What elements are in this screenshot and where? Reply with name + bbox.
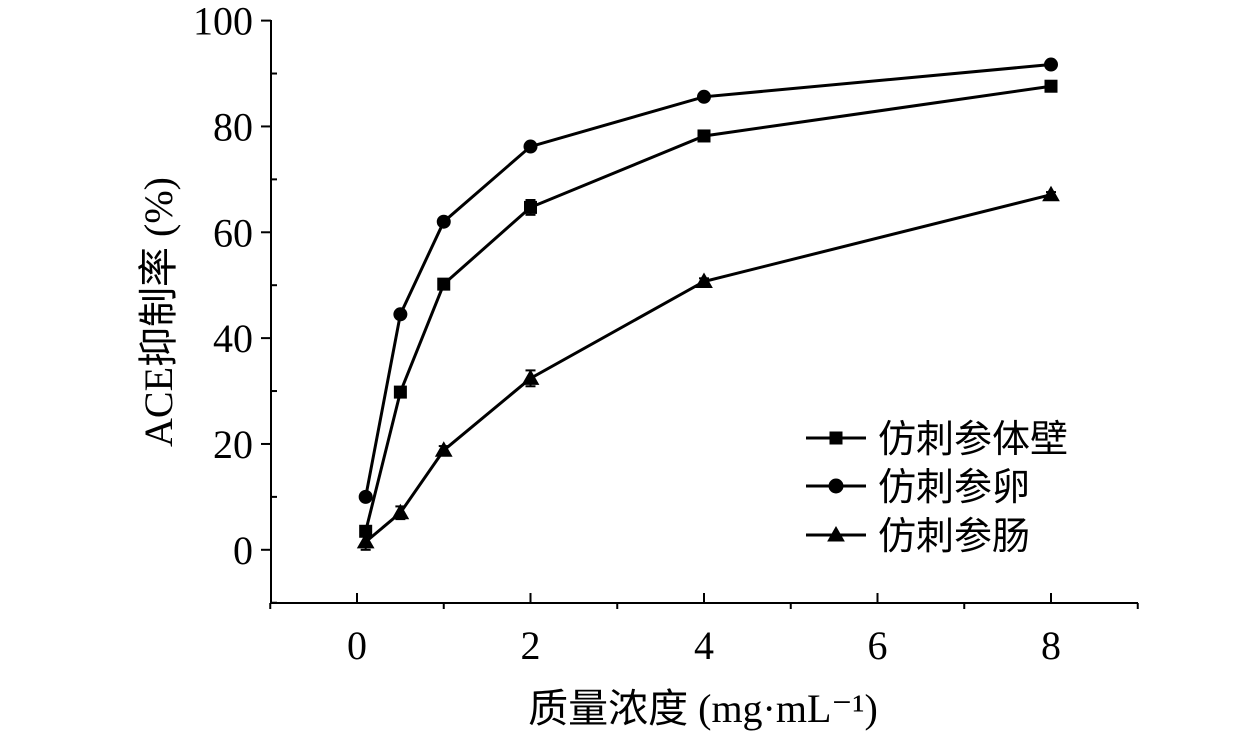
legend: 仿刺参体壁 仿刺参卵 仿刺参肠 [806,417,1068,558]
data-point-egg [393,307,408,322]
legend-item-egg: 仿刺参卵 [806,465,1030,509]
y-axis-title: ACE抑制率 (%) [136,177,181,447]
x-tick-label: 4 [694,623,714,668]
y-tick-label: 0 [233,528,253,573]
y-tick-label: 80 [213,104,253,149]
data-point-egg [697,89,711,104]
data-point-egg [358,489,373,504]
data-point-intestine [356,532,375,549]
y-tick-label: 60 [213,210,253,255]
data-point-egg [436,214,451,229]
legend-label-body-wall: 仿刺参体壁 [878,417,1068,461]
y-tick-label: 40 [213,316,253,361]
legend-marker-triangle [827,525,845,542]
legend-label-egg: 仿刺参卵 [878,465,1030,509]
x-tick-label: 8 [1041,623,1061,668]
series-line-egg [364,63,1052,498]
data-point-body-wall [524,200,537,214]
data-point-intestine [1042,185,1060,202]
y-tick-label: 100 [193,0,253,44]
series-line-body-wall [364,84,1052,532]
x-ticks: 0 2 4 6 8 [269,593,1139,668]
data-point-egg [1044,57,1058,72]
x-tick-label: 6 [868,623,888,668]
series-layer [356,57,1060,551]
legend-label-intestine: 仿刺参肠 [878,514,1030,558]
data-point-body-wall [1044,79,1058,93]
data-point-intestine [695,272,713,288]
data-point-body-wall [697,129,711,143]
legend-item-intestine: 仿刺参肠 [806,514,1030,558]
data-point-egg [523,139,538,154]
data-point-intestine [391,503,410,520]
y-ticks: 0 20 40 60 80 100 [193,0,277,604]
y-tick-label: 20 [213,422,253,467]
x-tick-label: 0 [347,623,367,668]
x-tick-label: 2 [521,623,541,668]
legend-marker-circle [828,478,844,494]
data-point-intestine [521,369,540,385]
x-axis-title: 质量浓度 (mg·mL⁻¹) [528,686,878,731]
legend-item-body-wall: 仿刺参体壁 [806,417,1068,461]
data-point-body-wall [393,385,407,399]
data-point-body-wall [437,277,451,291]
data-point-intestine [434,441,453,457]
legend-marker-square [829,431,843,445]
